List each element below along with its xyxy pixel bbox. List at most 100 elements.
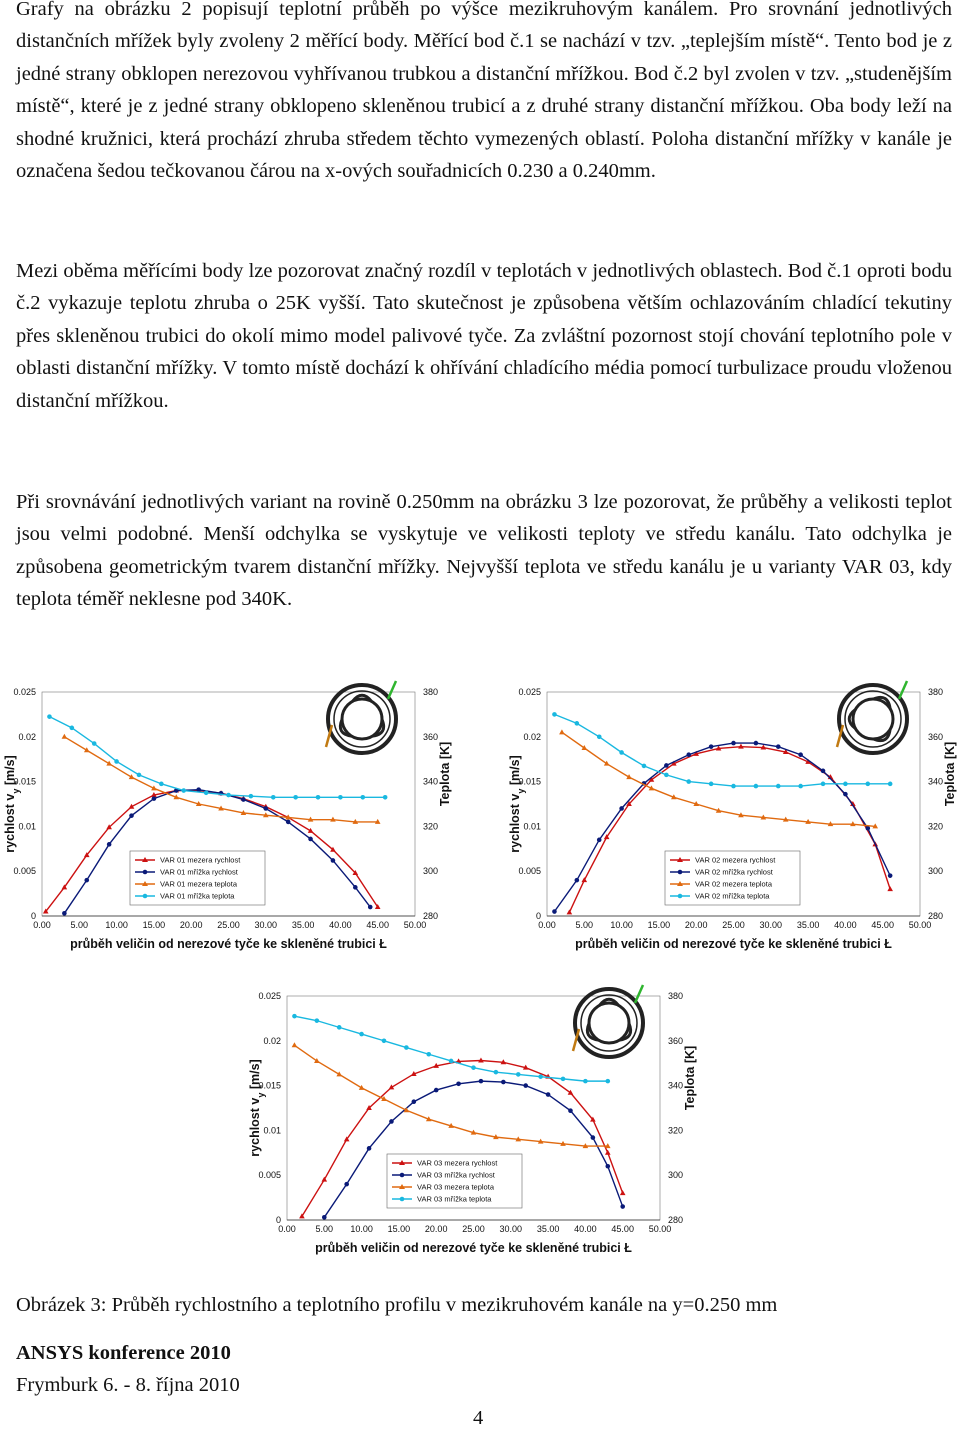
y-left-tick-label: 0.01 — [263, 1125, 281, 1135]
data-point — [501, 1079, 506, 1085]
data-point — [805, 818, 811, 824]
data-point — [523, 1083, 529, 1088]
data-point — [843, 781, 848, 787]
spacer-grid-lobe — [847, 708, 857, 730]
data-point — [433, 1062, 439, 1068]
y-right-axis-title: Teplota [K] — [683, 1046, 697, 1110]
legend: VAR 01 mezera rychlost VAR 01 mřížka rych… — [129, 850, 266, 906]
y-left-tick-label: 0.015 — [13, 777, 36, 787]
data-point — [151, 792, 157, 798]
data-point — [203, 790, 209, 796]
spacer-grid-lobe — [585, 1022, 599, 1042]
y-left-tick-label: 0.025 — [518, 687, 541, 697]
x-tick-label: 40.00 — [329, 920, 352, 930]
chart-var01: 0 0.005 0.01 0.015 0.02 0.025 280 300 320 340 360 3… — [0, 676, 455, 956]
data-point — [84, 877, 90, 883]
legend-swatch-marker — [399, 1196, 405, 1202]
data-point — [590, 1116, 596, 1122]
data-point — [605, 1078, 611, 1084]
spacer-grid-lobe — [372, 718, 386, 738]
data-point — [352, 818, 359, 824]
x-tick-label: 20.00 — [425, 1224, 448, 1234]
data-point — [574, 877, 580, 883]
fuel-rod-circle — [587, 1001, 631, 1045]
data-point — [106, 842, 112, 847]
data-point — [604, 1143, 611, 1149]
legend-swatch-marker — [399, 1172, 405, 1178]
data-point — [344, 1181, 349, 1187]
y-right-tick-label: 360 — [668, 1036, 683, 1046]
data-point — [61, 884, 68, 890]
legend-swatch-marker — [677, 857, 683, 862]
data-point — [299, 1213, 305, 1219]
data-point — [196, 787, 201, 792]
data-point — [308, 836, 313, 842]
series-line — [294, 1015, 608, 1082]
measure-point-1-marker — [386, 680, 398, 700]
chart-svg: 0 0.005 0.01 0.015 0.02 0.025 280 300 320 340 360 3… — [3, 680, 452, 951]
data-point — [448, 1058, 454, 1064]
data-point — [619, 806, 624, 811]
data-point — [872, 823, 879, 829]
legend: VAR 03 mezera rychlost VAR 03 mřížka rych… — [386, 1153, 523, 1209]
legend-swatch-marker — [399, 1184, 405, 1189]
data-point — [522, 1064, 529, 1070]
data-point — [760, 744, 767, 750]
data-point — [820, 768, 826, 774]
data-point — [381, 1038, 387, 1044]
y-right-tick-label: 300 — [928, 866, 943, 876]
y-left-axis-title: rychlost vy [m/s] — [508, 755, 526, 852]
measure-point-2-marker — [324, 724, 334, 748]
chart-var03: 0 0.005 0.01 0.015 0.02 0.025 280 300 320 340 360 3… — [245, 980, 700, 1260]
legend-swatch-marker — [677, 893, 683, 899]
data-point — [456, 1081, 461, 1087]
channel-outer-ring — [837, 683, 909, 755]
data-point — [738, 743, 744, 749]
x-tick-label: 30.00 — [255, 920, 278, 930]
data-point — [596, 734, 602, 740]
data-point — [605, 1163, 611, 1169]
page-number: 4 — [473, 1407, 484, 1429]
data-point — [738, 812, 744, 818]
data-point — [552, 712, 557, 717]
measure-point-2-marker — [571, 1028, 581, 1052]
data-point — [226, 792, 231, 798]
channel-cross-section-icon — [324, 680, 398, 755]
data-point — [448, 1122, 454, 1128]
x-tick-label: 30.00 — [760, 920, 783, 930]
fuel-rod-circle — [340, 697, 384, 741]
data-point — [843, 791, 848, 797]
data-point — [218, 805, 224, 811]
series-line — [554, 713, 891, 787]
spacer-grid-lobe — [351, 693, 373, 703]
data-point — [760, 814, 767, 820]
legend-entry: VAR 01 mřížka rychlost — [160, 868, 239, 877]
data-point — [404, 1045, 409, 1050]
y-left-tick-label: 0.01 — [523, 821, 541, 831]
data-point — [581, 745, 588, 750]
data-point — [293, 794, 298, 800]
data-point — [426, 1051, 432, 1057]
data-point — [538, 1074, 543, 1079]
x-tick-label: 40.00 — [834, 920, 857, 930]
x-tick-label: 15.00 — [388, 1224, 411, 1234]
x-tick-label: 35.00 — [537, 1224, 560, 1234]
data-point — [248, 793, 254, 799]
measure-point-1-marker — [633, 984, 645, 1004]
x-tick-label: 0.00 — [278, 1224, 296, 1234]
data-point — [366, 1105, 372, 1110]
data-point — [263, 806, 269, 811]
series-line — [49, 716, 386, 798]
data-point — [619, 1190, 626, 1196]
data-point — [620, 1204, 625, 1209]
series-line — [301, 1059, 624, 1217]
measure-point-2-marker — [835, 724, 845, 748]
channel-outer-ring — [326, 683, 398, 755]
data-point — [478, 1057, 484, 1063]
data-point — [83, 747, 90, 753]
data-point — [708, 781, 714, 787]
data-point — [850, 801, 856, 806]
data-point — [403, 1107, 410, 1113]
paragraph-variants: Při srovnávání jednotlivých variant na r… — [16, 491, 952, 611]
data-point — [568, 1108, 573, 1113]
